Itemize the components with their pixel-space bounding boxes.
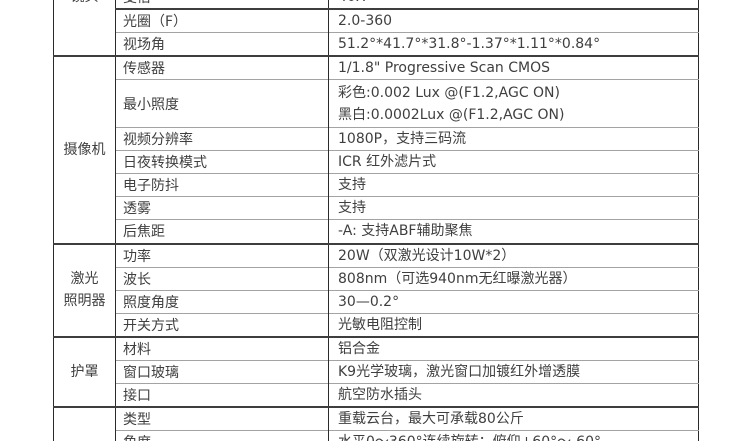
category-cell-bottom: [53, 405, 116, 441]
table-row: 最小照度 彩色:0.002 Lux @(F1.2,AGC ON) 黑白:0.00…: [54, 79, 699, 128]
value-cell: ICR 红外滤片式: [328, 150, 699, 174]
param-cell: 变倍: [115, 0, 329, 9]
table-row: 激光 照明器 功率 20W（双激光设计10W*2）: [53, 242, 699, 337]
param-cell: 视场角: [115, 32, 329, 56]
table-row: 日夜转换模式 ICR 红外滤片式: [54, 150, 699, 174]
value-cell: 光敏电阻控制: [328, 312, 699, 337]
value-cell: -A: 支持ABF辅助聚焦: [328, 219, 699, 244]
table-row: 角度 水平0～360°连续旋转；俯仰+60°～-60°: [54, 429, 699, 441]
value-cell: 1/1.8" Progressive Scan CMOS: [328, 55, 699, 80]
spec-table: 镜头 变倍 40X 光圈（F） 2.0-360 视场角 51.2°*41.7°*…: [53, 0, 699, 441]
table-row: 开关方式 光敏电阻控制: [54, 312, 699, 337]
category-cell-housing: 护罩: [53, 335, 116, 407]
value-cell: 航空防水插头: [328, 382, 699, 407]
value-cell: 水平0～360°连续旋转；俯仰+60°～-60°: [328, 429, 699, 441]
table-row: 电子防抖 支持: [54, 173, 699, 197]
value-cell: 1080P，支持三码流: [328, 127, 699, 151]
param-cell: 传感器: [115, 55, 329, 80]
param-cell: 功率: [115, 242, 329, 267]
category-cell-camera: 摄像机: [53, 55, 116, 244]
param-cell: 日夜转换模式: [115, 150, 329, 174]
table-row: 窗口玻璃 K9光学玻璃，激光窗口加镀红外增透膜: [54, 359, 699, 383]
param-cell: 材料: [115, 335, 329, 360]
table-row: 视频分辨率 1080P，支持三码流: [54, 127, 699, 151]
value-cell: 40X: [328, 0, 699, 9]
param-cell: 最小照度: [115, 79, 329, 128]
value-cell: 彩色:0.002 Lux @(F1.2,AGC ON) 黑白:0.0002Lux…: [328, 79, 699, 128]
category-cell-laser: 激光 照明器: [53, 242, 116, 337]
table-row: 后焦距 -A: 支持ABF辅助聚焦: [54, 219, 699, 244]
value-cell: 重载云台，最大可承载80公斤: [328, 405, 699, 430]
table-row: 接口 航空防水插头: [54, 382, 699, 407]
table-row: 镜头 变倍 40X: [53, 0, 699, 56]
value-cell: 30—0.2°: [328, 289, 699, 313]
table-row: 透雾 支持: [54, 196, 699, 220]
value-cell: K9光学玻璃，激光窗口加镀红外增透膜: [328, 359, 699, 383]
value-cell: 20W（双激光设计10W*2）: [328, 242, 699, 267]
value-cell: 2.0-360: [328, 8, 699, 33]
value-cell: 51.2°*41.7°*31.8°-1.37°*1.11°*0.84°: [328, 32, 699, 56]
value-cell: 支持: [328, 173, 699, 197]
table-row: 照度角度 30—0.2°: [54, 289, 699, 313]
table-row: 护罩 材料 铝合金: [53, 335, 699, 407]
param-cell: 类型: [115, 405, 329, 430]
category-cell-lens: 镜头: [53, 0, 116, 56]
param-cell: 透雾: [115, 196, 329, 220]
table-row: 类型 重载云台，最大可承载80公斤: [53, 405, 699, 441]
param-cell: 角度: [115, 429, 329, 441]
param-cell: 视频分辨率: [115, 127, 329, 151]
param-cell: 开关方式: [115, 312, 329, 337]
value-cell: 支持: [328, 196, 699, 220]
category-label: 镜头: [55, 0, 116, 4]
param-cell: 后焦距: [115, 219, 329, 244]
table-row: 波长 808nm（可选940nm无红曝激光器）: [54, 266, 699, 290]
param-cell: 波长: [115, 266, 329, 290]
table-row: 视场角 51.2°*41.7°*31.8°-1.37°*1.11°*0.84°: [54, 32, 699, 56]
param-cell: 接口: [115, 382, 329, 407]
value-cell: 铝合金: [328, 335, 699, 360]
param-cell: 窗口玻璃: [115, 359, 329, 383]
param-cell: 照度角度: [115, 289, 329, 313]
table-row: 摄像机 传感器 1/1.8" Progressive Scan CMOS: [53, 55, 699, 244]
table-row: 光圈（F） 2.0-360: [54, 8, 699, 33]
value-cell: 808nm（可选940nm无红曝激光器）: [328, 266, 699, 290]
param-cell: 电子防抖: [115, 173, 329, 197]
param-cell: 光圈（F）: [115, 8, 329, 33]
